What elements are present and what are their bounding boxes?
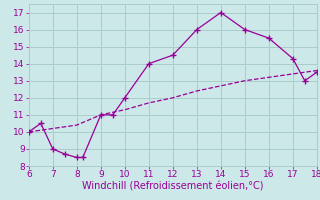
X-axis label: Windchill (Refroidissement éolien,°C): Windchill (Refroidissement éolien,°C)	[82, 182, 264, 192]
